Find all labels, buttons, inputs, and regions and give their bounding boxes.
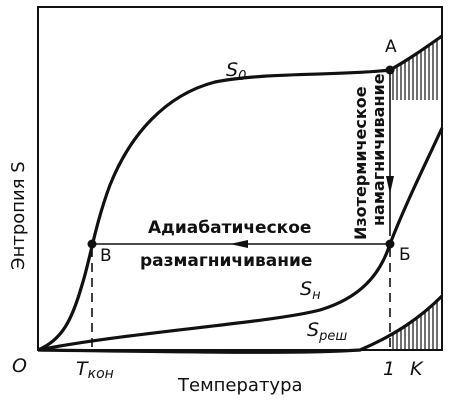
x-tick-end-unit: K (410, 358, 424, 380)
x-tick-final-temp: Tкон (76, 358, 114, 382)
point-a-dot (385, 65, 395, 75)
point-a-label: A (385, 37, 397, 57)
origin-label: O (12, 355, 27, 377)
x-tick-end-num: 1 (383, 358, 395, 380)
adiabatic-label-line1: Адиабатическое (148, 218, 311, 238)
adiabatic-label-line2: размагничивание (140, 251, 312, 271)
point-b-label: Б (399, 245, 411, 265)
point-v-dot (87, 239, 97, 249)
curve-sresh (37, 294, 444, 354)
isothermal-label-line2: намагничивание (369, 73, 388, 226)
x-axis-label: Температура (177, 375, 303, 396)
isothermal-label-line1: Изотермическое (351, 86, 370, 240)
plot-frame (37, 6, 443, 351)
curve-sh (37, 127, 444, 352)
y-axis-label: Энтропия S (8, 161, 29, 270)
curve-sresh-label: Sреш (307, 319, 347, 344)
curve-sh-label: Sн (300, 278, 321, 303)
adiabatic-arrowhead (230, 240, 248, 248)
curve-s0-label: S0 (226, 59, 246, 84)
isothermal-arrowhead (386, 176, 394, 194)
point-b-dot (385, 239, 395, 249)
point-v-label: В (100, 246, 112, 266)
